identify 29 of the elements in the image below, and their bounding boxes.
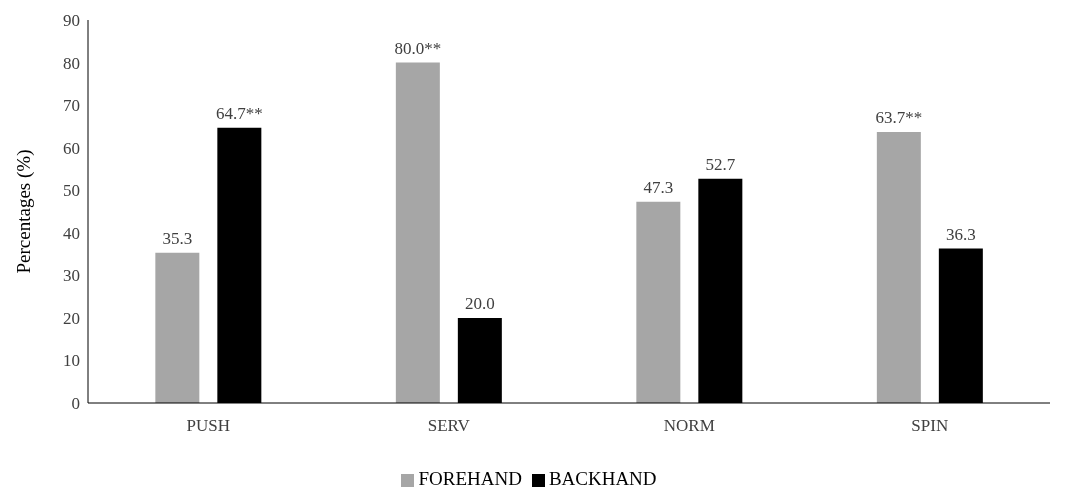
y-tick-label: 80 <box>63 53 80 73</box>
data-label: 64.7** <box>215 103 263 123</box>
x-tick-label: SERV <box>427 416 471 436</box>
data-label: 47.3 <box>643 177 674 197</box>
x-tick-label: SPIN <box>911 416 949 436</box>
y-tick-label: 20 <box>63 308 80 328</box>
y-tick-label: 40 <box>63 223 80 243</box>
legend-label: BACKHAND <box>548 468 657 489</box>
y-tick-label: 60 <box>63 138 80 158</box>
legend-label: FOREHAND <box>418 468 522 489</box>
bar <box>395 62 440 403</box>
y-tick-label: 10 <box>63 351 80 371</box>
y-tick-label: 70 <box>63 96 80 116</box>
data-label: 35.3 <box>162 228 193 248</box>
data-label: 36.3 <box>945 224 976 244</box>
y-tick-label: 30 <box>63 266 80 286</box>
x-tick-label: NORM <box>663 416 715 436</box>
data-label: 20.0 <box>464 293 495 313</box>
x-tick-label: PUSH <box>186 416 230 436</box>
y-tick-label: 50 <box>63 181 80 201</box>
bar <box>155 252 200 403</box>
data-label: 80.0** <box>394 38 442 58</box>
y-tick-label: 90 <box>63 11 80 31</box>
bar <box>876 131 921 403</box>
bar <box>636 201 681 403</box>
y-axis-title: Percentages (%) <box>12 149 35 274</box>
data-label: 63.7** <box>875 107 923 127</box>
y-tick-label: 0 <box>71 394 80 414</box>
data-label: 52.7 <box>705 154 736 174</box>
